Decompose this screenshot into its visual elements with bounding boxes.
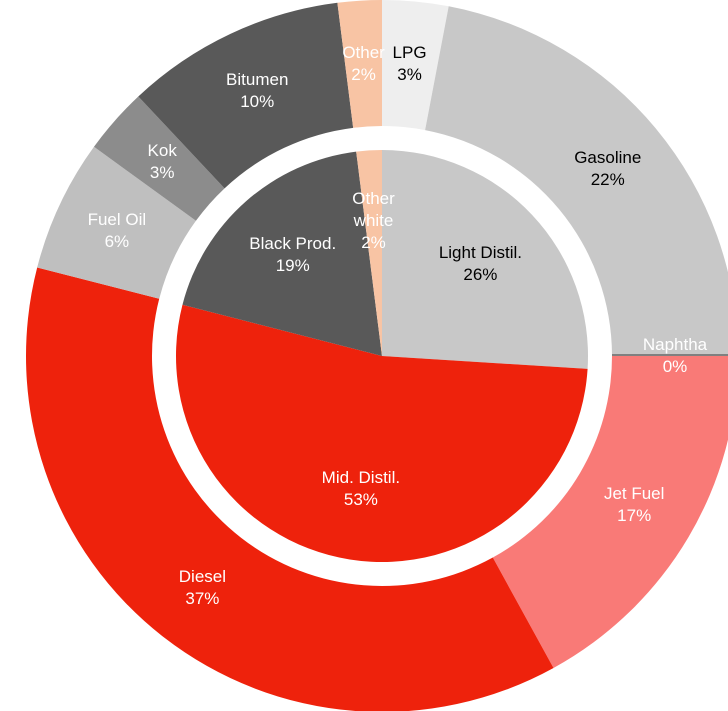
slice-value: 0% (662, 357, 688, 376)
slice-value: 10% (240, 91, 275, 111)
slice-name: Mid. Distil. (321, 468, 401, 488)
slice-name: Gasoline (574, 148, 642, 168)
slice-value: 6% (104, 232, 130, 252)
slice-name: Jet Fuel (603, 484, 665, 504)
slice-label: LPG 3% (393, 42, 427, 86)
wedge (37, 146, 196, 299)
slice-label: Other 2% (342, 42, 385, 86)
slice-label: Gasoline 22% (574, 147, 641, 191)
slice-value: 17% (617, 506, 652, 526)
slice-value: 3% (397, 65, 422, 85)
slice-name: Bitumen (226, 69, 289, 89)
slice-name: Kok (147, 141, 177, 161)
slice-value: 22% (590, 170, 625, 190)
slice-name: Light Distil. (438, 242, 522, 262)
wedge (382, 0, 449, 131)
wedge (356, 150, 382, 356)
slice-label: Mid. Distil. 53% (301, 467, 421, 511)
wedge (138, 2, 354, 189)
slice-name: Naphtha (642, 335, 708, 354)
slice-value: 3% (149, 163, 175, 183)
slice-label: Bitumen 10% (226, 69, 288, 113)
slice-label: Other white 2% (344, 188, 404, 254)
slice-name: Other (342, 42, 385, 62)
slice-label: Diesel 37% (179, 566, 226, 610)
slice-value: 2% (351, 64, 376, 84)
slice-name: Diesel (178, 566, 227, 586)
slice-value: 37% (185, 588, 220, 608)
slice-label: Kok 3% (148, 140, 177, 184)
slice-name: LPG (392, 43, 427, 63)
wedge (182, 151, 382, 356)
slice-name: Other white (352, 189, 395, 231)
slice-value: 53% (343, 490, 378, 510)
slice-label: Light Distil. 26% (435, 242, 525, 286)
slice-label: Jet Fuel 17% (604, 483, 664, 527)
slice-name: Fuel Oil (87, 210, 147, 230)
wedge (176, 304, 588, 562)
slice-name: Black Prod. (249, 233, 337, 253)
slice-value: 19% (275, 255, 310, 275)
slice-label: Black Prod. 19% (228, 233, 358, 277)
wedge (337, 0, 382, 128)
wedge (93, 96, 225, 221)
slice-value: 2% (361, 233, 386, 253)
wedge (26, 267, 554, 711)
wedge (425, 6, 728, 356)
slice-label: Fuel Oil 6% (88, 209, 147, 253)
wedge (382, 150, 588, 369)
slice-value: 26% (463, 264, 498, 284)
wedge (492, 356, 728, 668)
slice-label: Naphtha 0% (643, 334, 707, 378)
